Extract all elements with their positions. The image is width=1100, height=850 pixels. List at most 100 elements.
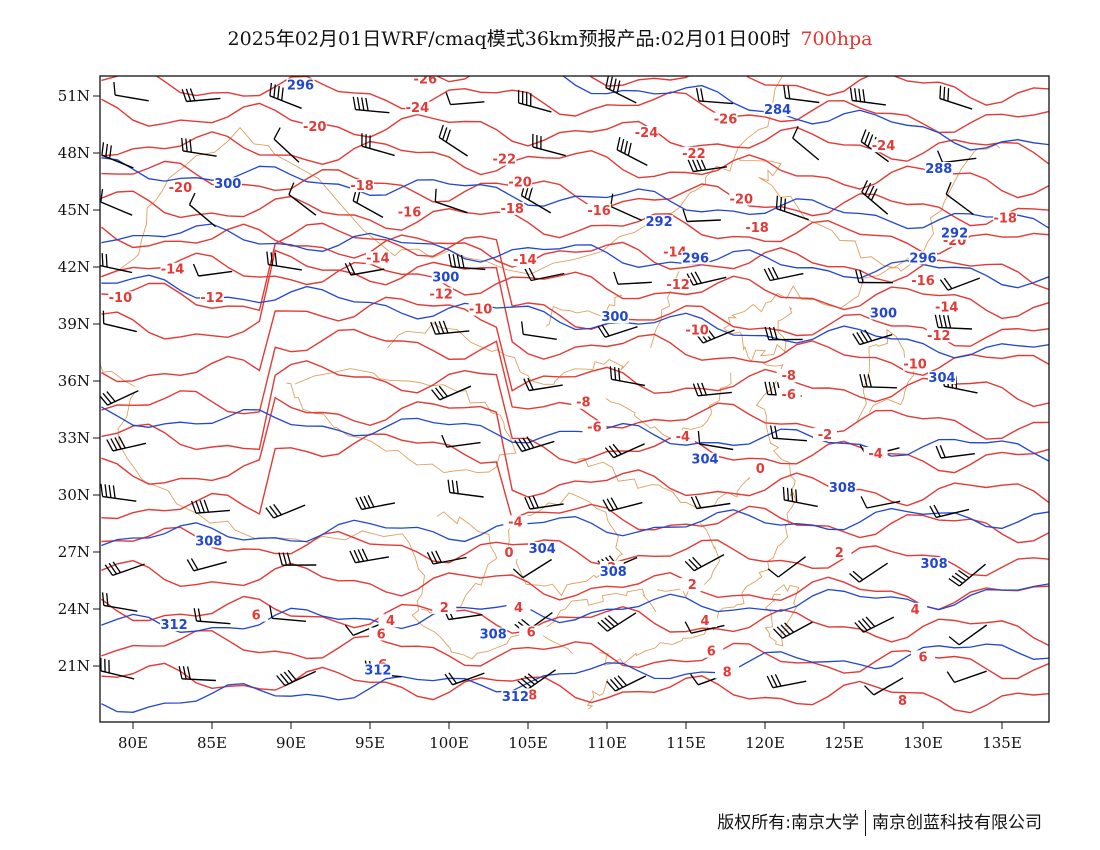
wind-barb <box>597 612 637 632</box>
x-tick-label: 110E <box>587 734 627 752</box>
temperature-label: 4 <box>514 601 523 616</box>
temperature-label: -14 <box>663 246 687 261</box>
wind-barb <box>854 616 895 633</box>
border-line <box>286 368 517 474</box>
wind-barb <box>276 669 317 687</box>
temperature-label-bg <box>813 428 837 441</box>
wind-barb <box>775 195 809 221</box>
wind-barb <box>101 592 138 612</box>
temperature-label-bg <box>903 602 928 616</box>
temperature-label-bg <box>413 76 438 86</box>
height-label-bg <box>286 78 315 92</box>
wind-barb <box>602 497 643 512</box>
wind-barb <box>782 486 818 508</box>
temperature-label: -16 <box>587 204 611 219</box>
wind-barb <box>269 605 306 622</box>
wind-barb <box>269 82 302 109</box>
wind-barb <box>945 181 974 216</box>
height-label-bg <box>363 663 392 677</box>
wind-barb <box>100 483 137 502</box>
temperature-label: -22 <box>682 147 706 162</box>
wind-barb <box>692 382 732 397</box>
temperature-label-bg <box>713 112 738 126</box>
title-main: 2025年02月01日WRF/cmaq模式36km预报产品:02月01日00时 <box>227 28 791 50</box>
wind-barb <box>792 126 820 161</box>
height-contour <box>101 406 1049 462</box>
height-label: 300 <box>601 310 628 325</box>
temperature-label-bg <box>748 462 773 476</box>
temperature-label: -4 <box>508 515 522 530</box>
temperature-contour <box>101 76 1049 134</box>
height-label-bg <box>501 690 530 704</box>
x-axis: 80E 85E 90E 95E 100E 105E 110E 115E 120E 125E 130E… <box>118 722 1022 752</box>
temperature-label: -14 <box>366 251 390 266</box>
temperature-label-bg <box>500 201 525 215</box>
border-line <box>605 372 732 442</box>
height-label: 296 <box>682 251 709 266</box>
temperature-label-bg <box>681 146 706 160</box>
height-label-bg <box>645 215 674 229</box>
wind-barb <box>517 89 552 113</box>
temperature-label: 0 <box>504 546 513 561</box>
height-label-bg <box>160 618 189 631</box>
border-line <box>387 322 630 385</box>
temperature-label-bg <box>302 120 327 134</box>
temperature-label-bg <box>827 545 852 559</box>
y-axis: 21N 24N 27N 30N 33N 36N 39N 42N 45N 48N 51N <box>58 87 100 675</box>
temperature-label-bg <box>369 627 394 641</box>
temperature-label: -14 <box>161 263 185 278</box>
height-label: 288 <box>925 162 952 177</box>
temperature-label-bg <box>397 205 422 219</box>
temperature-label-bg <box>429 287 454 301</box>
temperature-label-bg <box>776 388 801 402</box>
temperature-label-bg <box>666 277 691 291</box>
wind-barb <box>852 329 893 346</box>
wind-barb <box>773 621 813 639</box>
wind-barb <box>684 621 725 634</box>
border-line <box>546 588 657 628</box>
wind-barb <box>695 87 733 105</box>
temperature-label: 4 <box>386 614 395 629</box>
wind-barb <box>686 271 727 286</box>
temperature-label: -16 <box>398 206 422 221</box>
pressure-level-label: 700hpa <box>800 28 873 50</box>
y-tick-label: 36N <box>58 372 90 390</box>
wind-barb <box>524 267 565 282</box>
temperature-label: 6 <box>707 645 716 660</box>
height-label: 296 <box>909 251 936 266</box>
y-tick-label: 42N <box>58 258 90 276</box>
wind-barb <box>181 88 221 103</box>
temperature-label-bg <box>571 395 596 409</box>
wind-barb <box>100 189 133 216</box>
temperature-labels: -26-24-20 -24-26-24-22 -22-20 -18 -20-20-16-… <box>108 76 1018 709</box>
temperature-label: 8 <box>723 666 732 681</box>
height-label: 304 <box>691 453 718 468</box>
wind-barb <box>616 136 648 167</box>
height-label-bg <box>599 564 628 578</box>
height-label-bg <box>691 452 719 466</box>
temperature-label: 6 <box>527 626 536 641</box>
temperature-label: 4 <box>700 614 709 629</box>
map-content: -26-24-20 -24-26-24-22 -22-20 -18 -20-20-16-… <box>100 76 1049 714</box>
temperature-label-bg <box>670 429 695 443</box>
height-label-bg <box>869 306 898 320</box>
temperature-label: 4 <box>911 603 920 618</box>
height-contour <box>101 157 1049 230</box>
height-contour <box>101 507 1049 547</box>
temperature-contour <box>101 98 1049 165</box>
wind-barb <box>697 430 734 451</box>
temperature-contour <box>101 630 1049 680</box>
height-label-bg <box>194 534 223 548</box>
temperature-label-bg <box>512 253 537 267</box>
wind-barb <box>939 85 973 110</box>
border-line <box>764 584 800 647</box>
y-tick-label: 51N <box>58 87 90 105</box>
height-label: 308 <box>195 534 222 549</box>
temperature-label: -12 <box>666 278 690 293</box>
wind-barb <box>426 550 467 565</box>
map-frame <box>99 75 1050 723</box>
temperature-contour <box>101 249 1049 377</box>
wind-barb <box>609 366 646 387</box>
temperature-label: 8 <box>528 688 537 703</box>
